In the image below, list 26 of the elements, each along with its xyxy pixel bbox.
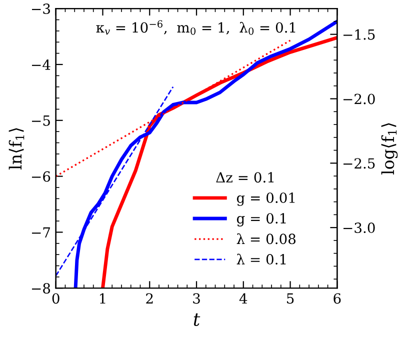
y-tick-label: −7 <box>32 227 50 238</box>
legend-label: g = 0.1 <box>236 213 286 226</box>
y-tick-label: −6 <box>32 171 50 182</box>
y-tick-label: −8 <box>32 283 50 294</box>
x-tick-label: 1 <box>100 293 106 304</box>
x-tick-label: 0 <box>52 293 60 304</box>
legend-label: λ = 0.1 <box>236 254 286 265</box>
legend-label: λ = 0.08 <box>236 233 296 244</box>
y-tick-label: −3 <box>32 4 50 14</box>
y2-tick-label: −2.5 <box>343 158 375 169</box>
y2-tick-label: −2.0 <box>343 94 375 104</box>
text: κ$_{v}$ = 10$^{−6}$, m$_{0}$ = 1, λ$_{0}$ = 0.1 <box>96 20 296 35</box>
x-tick-label: 6 <box>334 293 341 304</box>
y-tick-label: −5 <box>32 116 50 126</box>
y2-tick-label: −3.0 <box>343 222 375 234</box>
y2-tick-label: −1.5 <box>343 29 375 40</box>
x-axis-title: t <box>194 313 200 326</box>
legend-title: Δz = 0.1 <box>216 172 274 183</box>
x-tick-label: 3 <box>193 293 200 304</box>
y-axis-title: ln⟨f$_{1}$⟩ <box>8 128 24 170</box>
y-tick-label: −4 <box>32 59 50 70</box>
x-tick-label: 5 <box>287 293 294 304</box>
x-tick-label: 4 <box>239 293 248 304</box>
legend-label: g = 0.01 <box>236 192 295 206</box>
x-tick-label: 2 <box>146 293 153 304</box>
y2-axis-title: log⟨f$_{1}$⟩ <box>381 123 398 175</box>
